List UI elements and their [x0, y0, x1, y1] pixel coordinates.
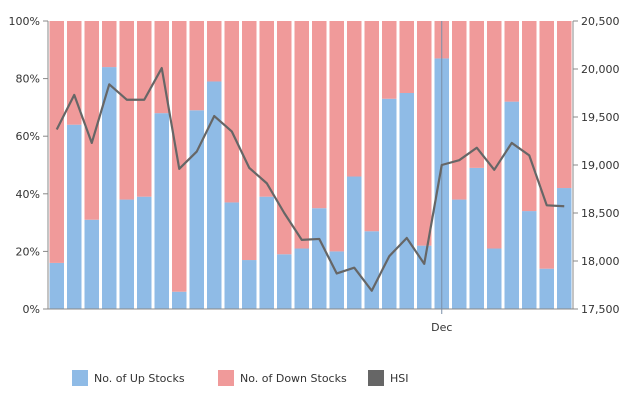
- bar-up-stocks: [557, 188, 572, 309]
- y-left-tick-label: 0%: [23, 303, 40, 316]
- bar-down-stocks: [84, 21, 99, 220]
- legend: No. of Up Stocks No. of Down Stocks HSI: [72, 370, 409, 386]
- legend-hsi[interactable]: HSI: [368, 370, 409, 386]
- bar-down-stocks: [452, 21, 467, 200]
- bar-down-stocks: [102, 21, 117, 68]
- bar-up-stocks: [347, 176, 362, 309]
- bar-down-stocks: [329, 21, 344, 252]
- bar-down-stocks: [242, 21, 257, 261]
- bar-down-stocks: [417, 21, 432, 246]
- bar-up-stocks: [277, 254, 292, 309]
- hsi-line: [55, 66, 565, 292]
- bar-down-stocks: [504, 21, 519, 102]
- bar-down-stocks: [119, 21, 134, 200]
- y-right-tick-label: 18,500: [581, 207, 620, 220]
- bar-up-stocks: [259, 196, 274, 309]
- bar-down-stocks: [312, 21, 327, 209]
- bar-up-stocks: [172, 291, 187, 309]
- bar-up-stocks: [137, 196, 152, 309]
- y-left-tick-label: 20%: [16, 245, 40, 258]
- bar-down-stocks: [172, 21, 187, 292]
- bar-down-stocks: [557, 21, 572, 189]
- bar-down-stocks: [49, 21, 64, 263]
- legend-label: No. of Down Stocks: [240, 372, 347, 385]
- bar-up-stocks: [522, 211, 537, 309]
- bar-up-stocks: [189, 110, 204, 309]
- bar-down-stocks: [469, 21, 484, 168]
- bar-down-stocks: [522, 21, 537, 212]
- bar-down-stocks: [207, 21, 222, 82]
- y-left-tick-label: 40%: [16, 188, 40, 201]
- bar-up-stocks: [364, 231, 379, 309]
- legend-label: No. of Up Stocks: [94, 372, 185, 385]
- bar-down-stocks: [277, 21, 292, 255]
- bar-up-stocks: [312, 208, 327, 309]
- bar-up-stocks: [504, 101, 519, 309]
- bar-up-stocks: [329, 251, 344, 309]
- axes-layer: 0% 20% 40% 60% 80% 100% 17,500 18,000 18,500 19,0…: [9, 15, 620, 334]
- bar-up-stocks: [49, 262, 64, 309]
- bar-up-stocks: [382, 98, 397, 309]
- bar-up-stocks: [67, 124, 82, 310]
- legend-down-stocks[interactable]: No. of Down Stocks: [218, 370, 347, 386]
- bar-up-stocks: [224, 202, 239, 309]
- y-right-tick-label: 19,500: [581, 111, 620, 124]
- bar-up-stocks: [539, 268, 554, 309]
- bar-down-stocks: [259, 21, 274, 197]
- y-right-tick-label: 18,000: [581, 255, 620, 268]
- bar-down-stocks: [382, 21, 397, 99]
- bar-down-stocks: [224, 21, 239, 203]
- bar-up-stocks: [102, 67, 117, 309]
- bar-down-stocks: [487, 21, 502, 249]
- bar-down-stocks: [189, 21, 204, 111]
- y-right-tick-label: 17,500: [581, 303, 620, 316]
- y-left-tick-label: 60%: [16, 130, 40, 143]
- bar-up-stocks: [417, 245, 432, 309]
- x-tick-label: Dec: [431, 321, 452, 334]
- legend-up-stocks[interactable]: No. of Up Stocks: [72, 370, 185, 386]
- bar-up-stocks: [207, 81, 222, 309]
- bar-up-stocks: [294, 248, 309, 309]
- bar-down-stocks: [137, 21, 152, 197]
- bar-up-stocks: [469, 167, 484, 309]
- bar-down-stocks: [539, 21, 554, 269]
- bar-up-stocks: [452, 199, 467, 309]
- y-right-tick-label: 20,000: [581, 63, 620, 76]
- legend-swatch: [218, 370, 234, 386]
- bar-down-stocks: [294, 21, 309, 249]
- bar-up-stocks: [119, 199, 134, 309]
- legend-swatch: [368, 370, 384, 386]
- bar-up-stocks: [242, 260, 257, 309]
- y-right-tick-label: 20,500: [581, 15, 620, 28]
- bar-down-stocks: [364, 21, 379, 232]
- bar-up-stocks: [154, 113, 169, 309]
- y-right-tick-label: 19,000: [581, 159, 620, 172]
- legend-swatch: [72, 370, 88, 386]
- bar-up-stocks: [84, 219, 99, 309]
- bar-down-stocks: [347, 21, 362, 177]
- bar-down-stocks: [67, 21, 82, 125]
- bars-layer: [49, 21, 572, 310]
- bar-up-stocks: [487, 248, 502, 309]
- y-left-tick-label: 100%: [9, 15, 40, 28]
- y-left-tick-label: 80%: [16, 73, 40, 86]
- bar-up-stocks: [399, 93, 414, 309]
- legend-label: HSI: [390, 372, 409, 385]
- hsi-line-layer: [55, 66, 565, 292]
- bar-down-stocks: [399, 21, 414, 93]
